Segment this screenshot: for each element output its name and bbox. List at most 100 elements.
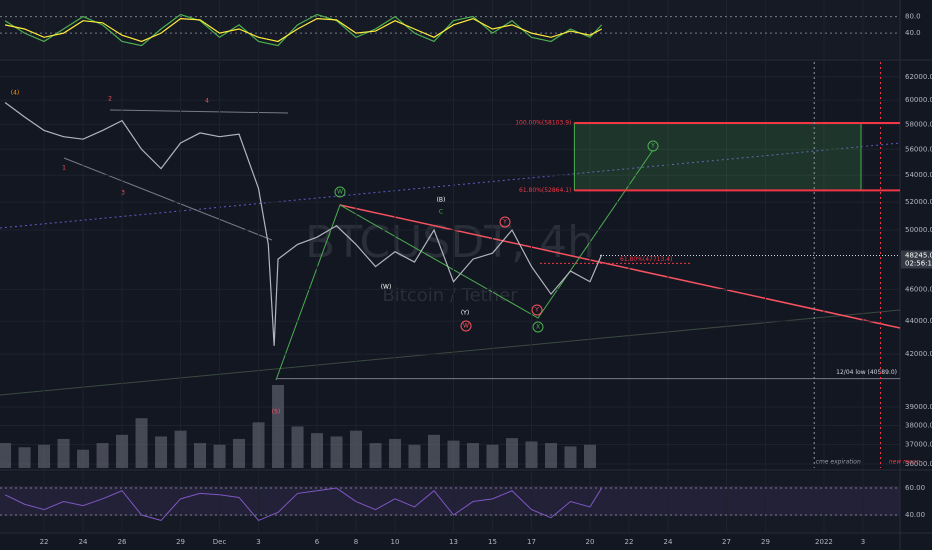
- wave-circle: [334, 186, 346, 198]
- volume-bar: [96, 443, 109, 468]
- volume-bar: [116, 434, 129, 468]
- volume-bar: [525, 441, 538, 468]
- volume-bar: [155, 436, 168, 468]
- y-tick-label: 52000.0: [905, 198, 932, 206]
- wave-label: (B): [437, 197, 446, 204]
- volume-bar: [38, 444, 51, 468]
- wave-label: 1: [62, 165, 66, 172]
- x-tick-label: 27: [722, 538, 731, 546]
- trendline: [0, 142, 901, 229]
- trendline: [339, 204, 901, 329]
- x-tick-label: 22: [625, 538, 634, 546]
- y-tick-label: 54000.0: [905, 171, 932, 179]
- rsi-tick-label: 40.00: [905, 511, 925, 519]
- volume-bar: [272, 385, 285, 468]
- wave-label: C: [439, 209, 443, 216]
- volume-bar: [291, 426, 304, 468]
- low-label: 12/04 low (40589.0): [836, 369, 897, 376]
- x-tick-label: 24: [79, 538, 88, 546]
- fib-label: 61.80%(52864.1): [519, 187, 571, 194]
- volume-bar: [0, 443, 12, 468]
- y-tick-label: 37000.0: [905, 441, 932, 449]
- wave-circle: [499, 216, 511, 228]
- y-tick-label: 60000.0: [905, 96, 932, 104]
- wave-label: 3: [121, 190, 125, 197]
- event-label: new moon: [889, 459, 920, 466]
- wave-path: [275, 149, 654, 381]
- volume-bar: [506, 438, 519, 468]
- wave-label: W: [463, 323, 469, 330]
- volume-bar: [233, 438, 246, 468]
- price-tag: [901, 250, 932, 269]
- y-tick-label: 62000.0: [905, 73, 932, 81]
- wave-circle: [532, 321, 544, 333]
- retracement-label: 61.80%(47713.4): [620, 256, 672, 263]
- volume-bar: [350, 430, 363, 468]
- osc-line: [4, 17, 602, 43]
- volume-bar: [583, 444, 596, 468]
- y-tick-label: 36000.0: [905, 460, 932, 468]
- volume-bar: [564, 446, 577, 468]
- wave-circle: [531, 304, 543, 316]
- y-tick-label: 38000.0: [905, 422, 932, 430]
- x-tick-label: 29: [761, 538, 770, 546]
- watermark-subtitle: Bitcoin / Tether: [382, 285, 518, 306]
- volume-bar: [213, 444, 226, 468]
- x-tick-label: 10: [391, 538, 400, 546]
- volume-bar: [428, 434, 441, 468]
- price-line: [4, 102, 603, 346]
- volume-bar: [174, 430, 187, 468]
- wave-label: (W): [381, 284, 392, 291]
- y-tick-label: 58000.0: [905, 120, 932, 128]
- volume-bar: [194, 443, 207, 468]
- x-tick-label: 3: [256, 538, 260, 546]
- x-tick-label: 8: [354, 538, 358, 546]
- y-tick-label: 46000.0: [905, 285, 932, 293]
- wave-label: Y: [650, 143, 655, 150]
- countdown: 02:56:12: [905, 259, 932, 267]
- rsi-panel: [0, 472, 900, 532]
- volume-bar: [57, 438, 70, 468]
- volume-bar: [544, 443, 557, 468]
- y-tick-label: 42000.0: [905, 350, 932, 358]
- y-tick-label: 56000.0: [905, 145, 932, 153]
- volume-bar: [330, 436, 343, 468]
- watermark: BTCUSDT, 4h: [305, 217, 595, 268]
- volume-bar: [18, 447, 31, 468]
- volume-bar: [135, 418, 148, 468]
- x-tick-label: 2022: [815, 538, 833, 546]
- volume-bar: [252, 422, 265, 468]
- y-tick-label: 44000.0: [905, 317, 932, 325]
- wave-label: X: [536, 324, 540, 331]
- x-tick-label: 15: [488, 538, 497, 546]
- volume-bar: [311, 433, 324, 468]
- x-tick-label: 3: [861, 538, 865, 546]
- wave-label: 2: [108, 96, 112, 103]
- x-tick-label: 22: [40, 538, 49, 546]
- osc-tick-label: 80.0: [905, 13, 921, 21]
- fib-box: [573, 122, 862, 191]
- wave-label: (5): [272, 409, 281, 416]
- x-tick-label: 26: [118, 538, 127, 546]
- trendline: [109, 109, 289, 114]
- trendline: [0, 309, 901, 396]
- volume-bar: [389, 438, 402, 468]
- volume-bar: [369, 443, 382, 468]
- current-price-label: 48245.0: [905, 251, 932, 259]
- wave-label: Y: [534, 307, 539, 314]
- rsi-line: [4, 487, 603, 522]
- volume-bar: [486, 444, 499, 468]
- event-label: cme expiration: [816, 459, 861, 466]
- volume-bar: [77, 449, 90, 468]
- volume-bar: [467, 443, 480, 468]
- x-tick-label: 29: [176, 538, 185, 546]
- wave-label: 4: [205, 98, 209, 105]
- x-tick-label: 6: [315, 538, 320, 546]
- wave-circle: [647, 140, 659, 152]
- volume-bar: [447, 440, 460, 468]
- wave-label: (Y): [461, 310, 469, 317]
- wave-label: (4): [11, 90, 20, 97]
- wave-circle: [460, 320, 472, 332]
- y-tick-label: 39000.0: [905, 403, 932, 411]
